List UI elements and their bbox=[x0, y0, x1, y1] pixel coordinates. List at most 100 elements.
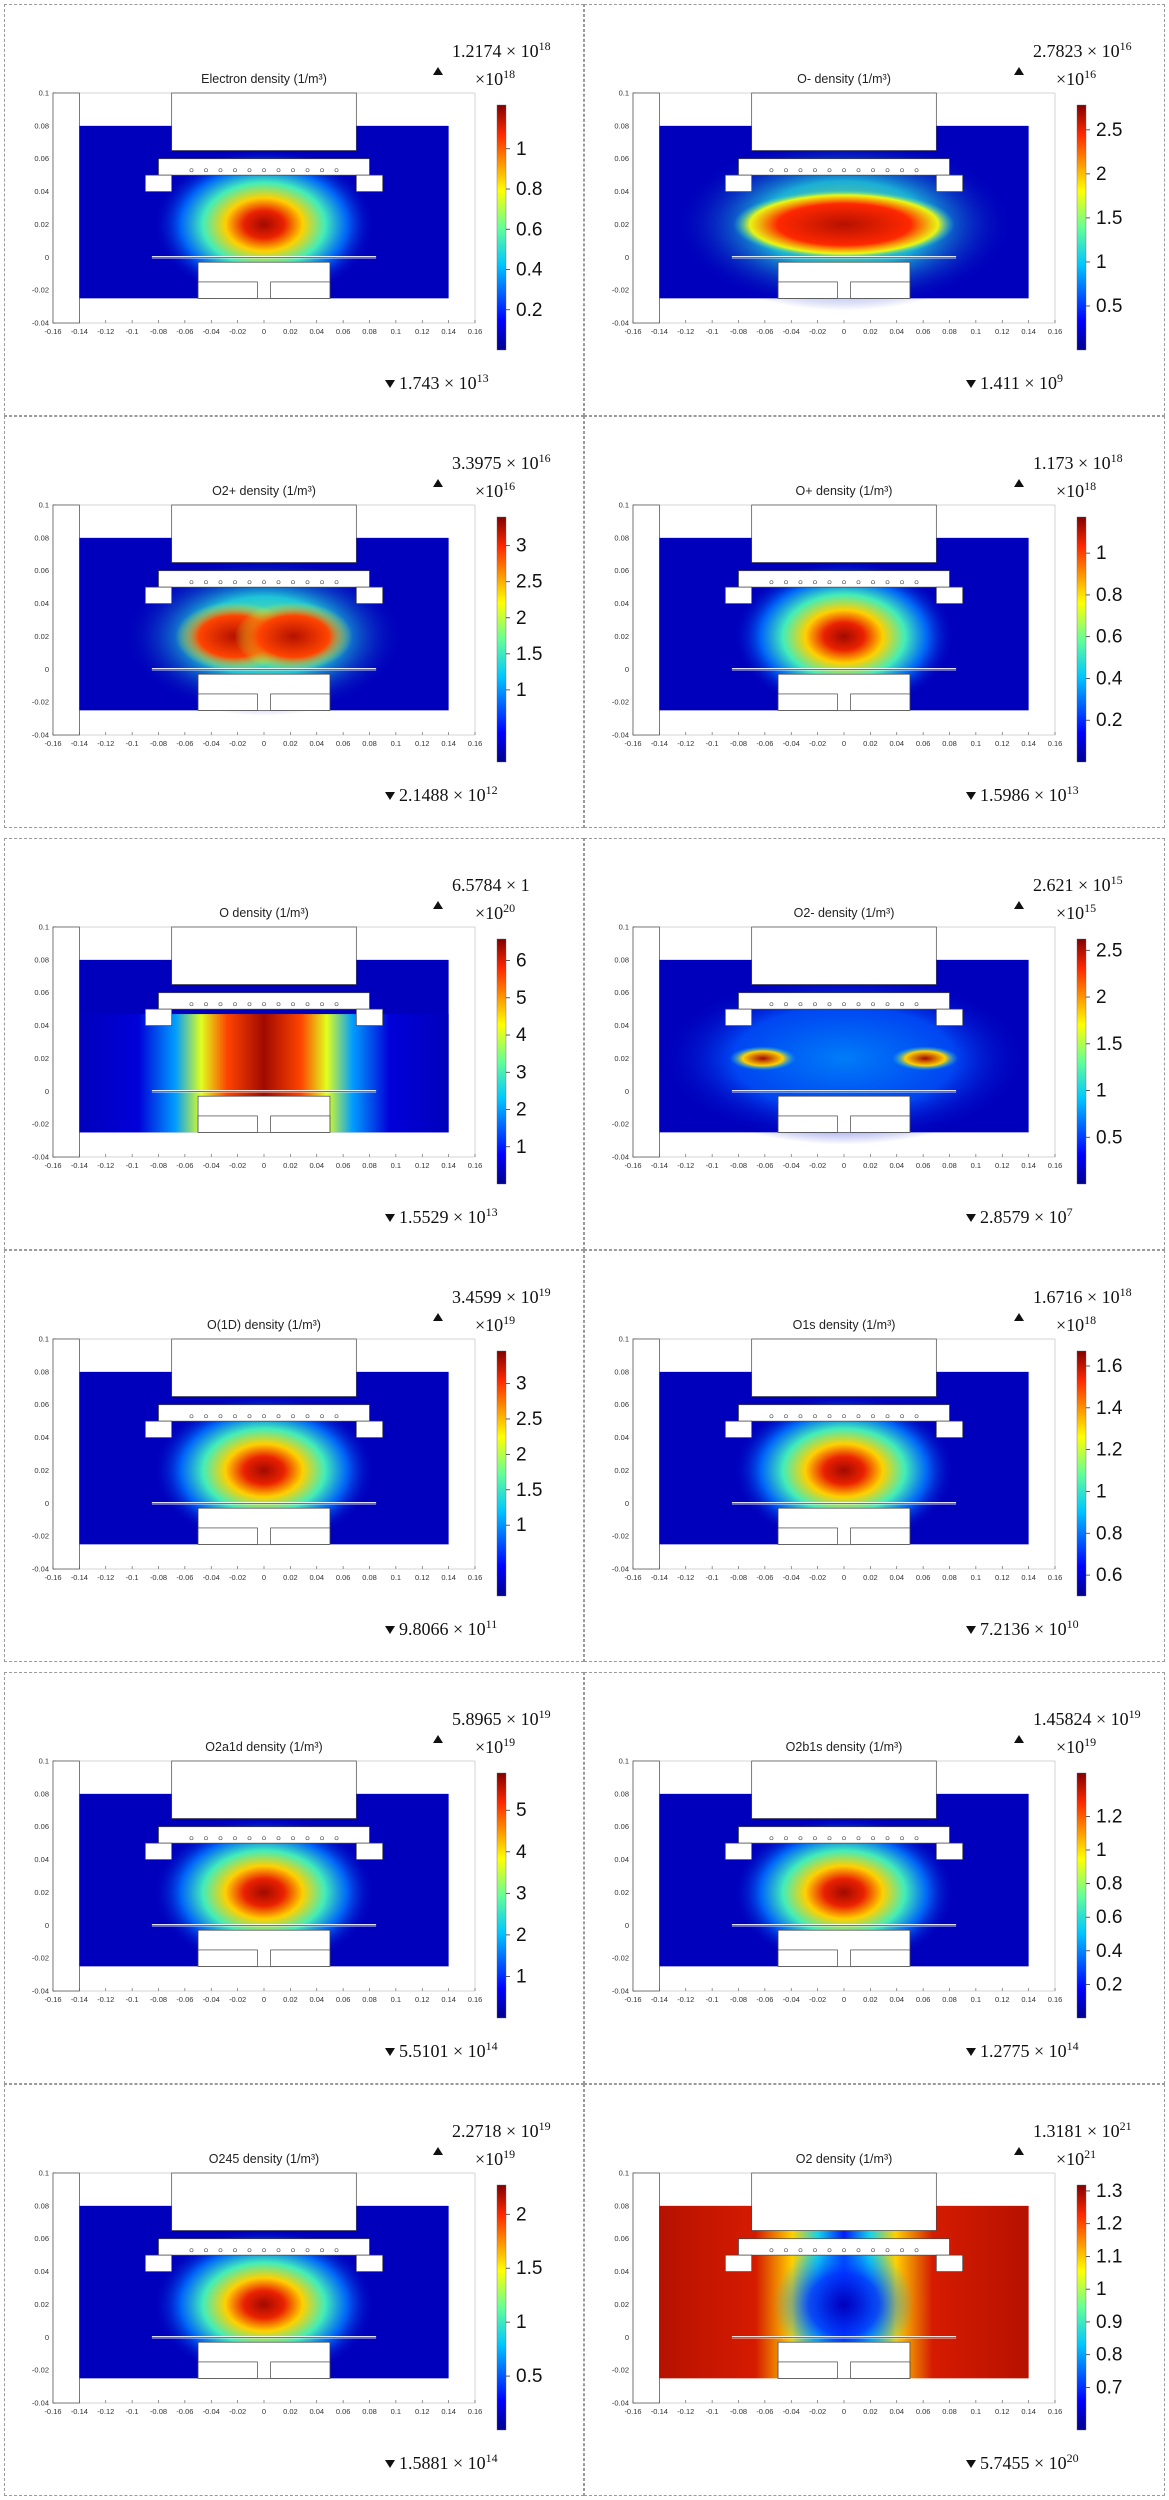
x-tick-label: -0.16 bbox=[624, 327, 641, 336]
coil-turn bbox=[334, 2248, 339, 2253]
panel-3: O2+ density (1/m³) -0.16 -0.14 -0.12 -0.1 -0.… bbox=[4, 416, 584, 828]
max-value-label: 1.3181 × 1021 bbox=[1033, 2119, 1132, 2141]
x-tick-label: 0.1 bbox=[391, 739, 401, 748]
window-plate bbox=[738, 1826, 950, 1844]
x-tick-label: 0 bbox=[842, 2407, 846, 2416]
x-tick-label: 0.1 bbox=[971, 739, 981, 748]
right-flange bbox=[355, 1008, 384, 1026]
coil-turn bbox=[885, 1836, 890, 1841]
coil-turn bbox=[233, 1836, 237, 1841]
max-marker-icon bbox=[1014, 479, 1024, 487]
x-tick-label: 0.16 bbox=[1048, 1995, 1063, 2004]
x-tick-label: 0.08 bbox=[362, 1573, 377, 1582]
scale-factor-label: ×1019 bbox=[475, 2147, 515, 2169]
left-flange bbox=[144, 174, 173, 192]
x-tick-label: -0.06 bbox=[756, 327, 773, 336]
coil-housing bbox=[171, 92, 357, 151]
y-tick-label: 0.02 bbox=[34, 1466, 49, 1475]
min-marker-icon bbox=[385, 1626, 395, 1634]
x-tick-label: -0.02 bbox=[809, 1573, 826, 1582]
colorbar-tick-label: 2 bbox=[1096, 164, 1107, 185]
x-tick-label: -0.02 bbox=[229, 1573, 246, 1582]
x-tick-label: -0.02 bbox=[809, 2407, 826, 2416]
min-value-label: 2.1488 × 1012 bbox=[399, 783, 498, 805]
scale-factor-label: ×1021 bbox=[1056, 2147, 1096, 2169]
coil-turn bbox=[262, 1836, 266, 1841]
coil-housing bbox=[751, 504, 937, 563]
x-tick-label: -0.06 bbox=[756, 1161, 773, 1170]
max-marker-icon bbox=[433, 1313, 443, 1321]
x-tick-label: -0.02 bbox=[229, 1995, 246, 2004]
x-tick-label: 0 bbox=[262, 1573, 266, 1582]
right-flange bbox=[935, 1420, 964, 1438]
x-tick-label: -0.12 bbox=[677, 739, 694, 748]
x-tick-label: 0.14 bbox=[1021, 327, 1036, 336]
colorbar-tick-label: 0.2 bbox=[1096, 710, 1122, 731]
colorbar-tick-label: 2 bbox=[516, 1444, 527, 1465]
x-tick-label: -0.04 bbox=[203, 327, 220, 336]
colorbar-tick-label: 3 bbox=[516, 1062, 527, 1083]
x-tick-label: -0.02 bbox=[229, 739, 246, 748]
coil-turn bbox=[842, 168, 846, 173]
x-tick-label: 0.04 bbox=[889, 2407, 904, 2416]
coil-turn bbox=[189, 1414, 194, 1419]
colorbar bbox=[496, 938, 507, 1185]
y-tick-label: 0.06 bbox=[614, 566, 629, 575]
y-tick-label: 0.04 bbox=[34, 1855, 49, 1864]
y-tick-label: 0.08 bbox=[34, 533, 49, 542]
x-tick-label: -0.06 bbox=[176, 1161, 193, 1170]
coil-housing bbox=[171, 1338, 357, 1397]
x-tick-label: -0.1 bbox=[706, 2407, 719, 2416]
colorbar-tick-label: 1.2 bbox=[1096, 1806, 1122, 1827]
colorbar-tick-label: 0.8 bbox=[1096, 1874, 1122, 1895]
coil-turn bbox=[291, 168, 295, 173]
x-tick-label: -0.14 bbox=[651, 1995, 668, 2004]
panel-10: O2b1s density (1/m³) -0.16 -0.14 -0.12 -0.1 -… bbox=[584, 1672, 1165, 2084]
y-tick-label: -0.02 bbox=[612, 1532, 629, 1541]
stage-right bbox=[850, 1115, 911, 1133]
coil-turn bbox=[276, 1002, 281, 1007]
y-tick-label: 0 bbox=[45, 1921, 49, 1930]
coil-turn bbox=[276, 580, 281, 585]
colorbar-tick-label: 0.4 bbox=[1096, 668, 1123, 689]
coil-turn bbox=[813, 2248, 817, 2253]
coil-turn bbox=[334, 1414, 339, 1419]
max-value-label: 2.621 × 1015 bbox=[1033, 873, 1123, 895]
coil-turn bbox=[842, 580, 846, 585]
x-tick-label: 0 bbox=[842, 1573, 846, 1582]
colorbar-tick-label: 0.5 bbox=[516, 2366, 542, 2387]
coil-turn bbox=[218, 2248, 223, 2253]
x-tick-label: -0.08 bbox=[150, 1995, 167, 2004]
colorbar-tick-label: 1.5 bbox=[516, 1480, 542, 1501]
coil-turn bbox=[218, 1002, 223, 1007]
coil-turn bbox=[813, 168, 817, 173]
x-tick-label: 0 bbox=[262, 1161, 266, 1170]
coil-turn bbox=[798, 1836, 803, 1841]
x-tick-label: -0.12 bbox=[97, 1161, 114, 1170]
left-flange bbox=[144, 1842, 173, 1860]
y-tick-label: 0.02 bbox=[614, 632, 629, 641]
x-tick-label: 0.06 bbox=[916, 1995, 931, 2004]
y-tick-label: 0.04 bbox=[34, 1021, 49, 1030]
plot-title: O245 density (1/m³) bbox=[209, 2152, 319, 2166]
min-value-label: 7.2136 × 1010 bbox=[980, 1617, 1079, 1639]
x-tick-label: -0.08 bbox=[150, 1161, 167, 1170]
x-tick-label: 0.04 bbox=[889, 1995, 904, 2004]
coil-turn bbox=[189, 1836, 194, 1841]
x-tick-label: -0.04 bbox=[783, 2407, 800, 2416]
colorbar-tick-label: 2 bbox=[516, 1925, 527, 1946]
y-tick-label: 0.02 bbox=[34, 1054, 49, 1063]
coil-turn bbox=[189, 168, 194, 173]
stage-left bbox=[197, 1527, 258, 1545]
coil-turn bbox=[233, 1002, 237, 1007]
panel-4: O+ density (1/m³) -0.16 -0.14 -0.12 -0.1 -0.0… bbox=[584, 416, 1165, 828]
scale-factor-label: ×1018 bbox=[1056, 1313, 1096, 1335]
y-tick-label: -0.04 bbox=[612, 1565, 629, 1574]
max-value-label: 3.4599 × 1019 bbox=[452, 1285, 551, 1307]
colorbar-tick-label: 1 bbox=[516, 1515, 527, 1536]
coil-housing bbox=[751, 926, 937, 985]
window-plate bbox=[738, 1404, 950, 1422]
x-tick-label: -0.06 bbox=[756, 2407, 773, 2416]
y-tick-label: 0.1 bbox=[39, 923, 49, 932]
